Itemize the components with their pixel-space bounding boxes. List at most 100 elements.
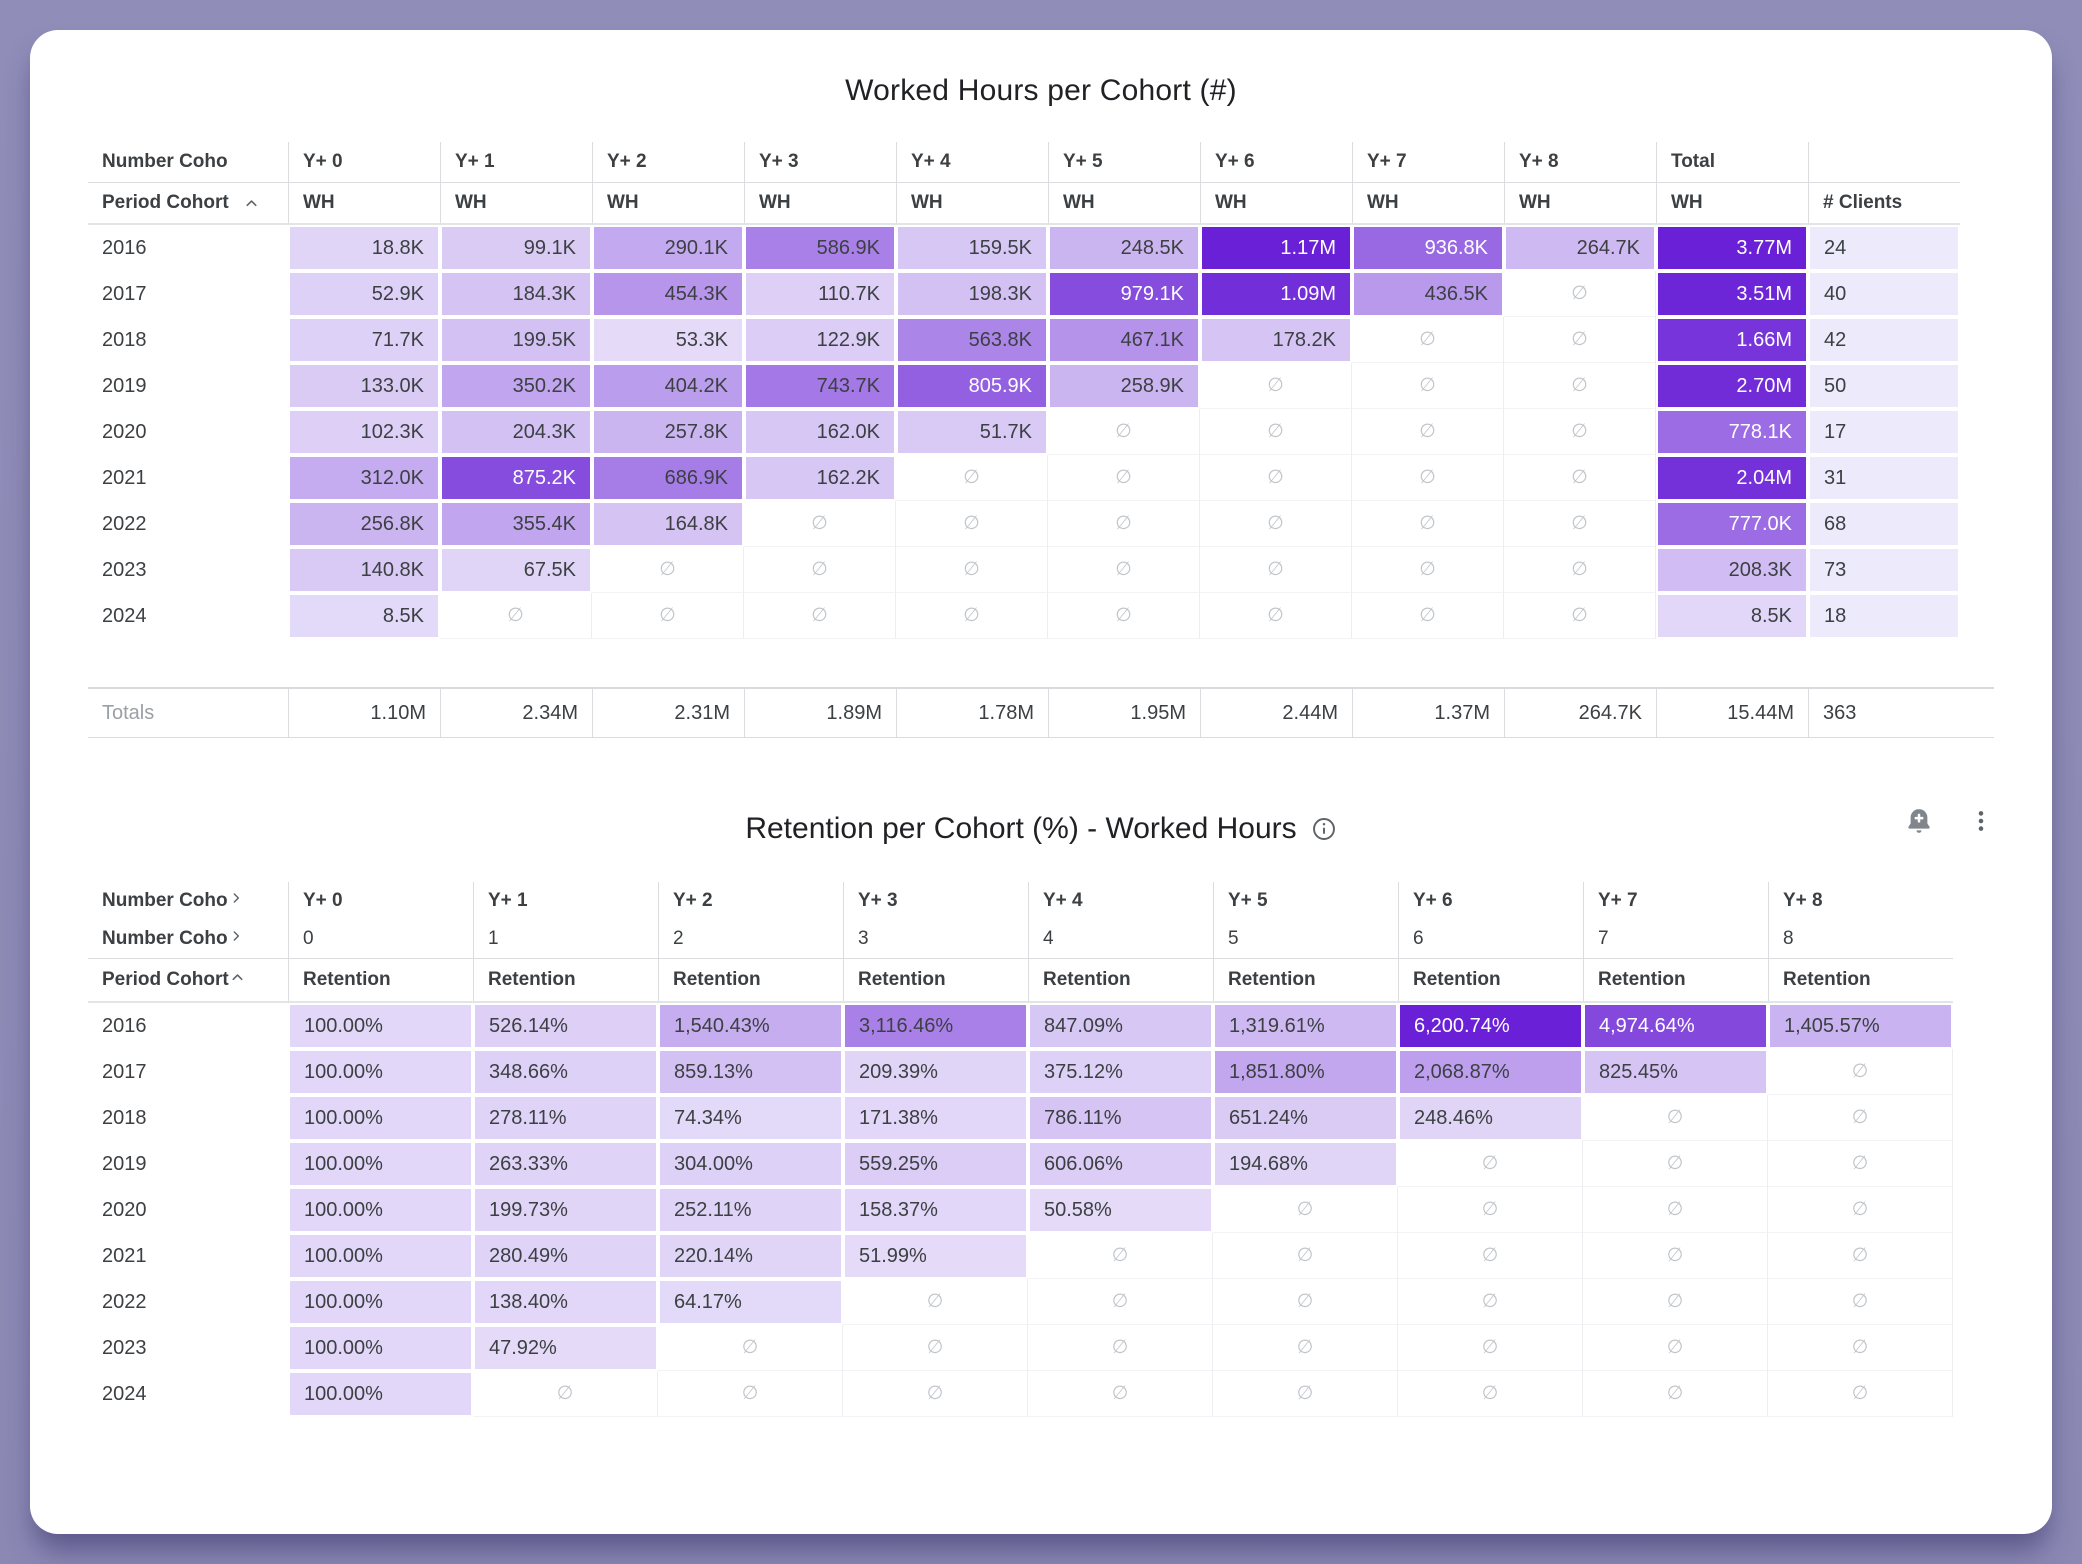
heat-cell: 454.3K [592, 271, 744, 317]
column-number-header[interactable]: 6 [1398, 920, 1583, 958]
dashboard-card: Worked Hours per Cohort (#) Number Coho Y… [30, 30, 2052, 1534]
column-group-header[interactable]: Y+ 1 [473, 882, 658, 920]
column-group-header[interactable]: Y+ 0 [288, 882, 473, 920]
retention-heat-cell: 100.00% [288, 1141, 473, 1187]
column-group-header[interactable]: Y+ 6 [1398, 882, 1583, 920]
column-group-header[interactable]: Y+ 6 [1200, 142, 1352, 182]
column-group-header[interactable]: Y+ 8 [1504, 142, 1656, 182]
column-subheader[interactable]: Retention [1028, 959, 1213, 1001]
column-group-header[interactable]: Y+ 4 [896, 142, 1048, 182]
empty-cell: ∅ [1352, 363, 1504, 409]
column-group-header[interactable]: Y+ 8 [1768, 882, 1953, 920]
retention-heat-cell: 651.24% [1213, 1095, 1398, 1141]
heat-cell: 936.8K [1352, 225, 1504, 271]
retention-heat-cell: 280.49% [473, 1233, 658, 1279]
column-subheader[interactable]: WH [896, 183, 1048, 223]
column-subheader[interactable]: Retention [1398, 959, 1583, 1001]
column-header-number-cohort-2[interactable]: Number Coho [88, 920, 288, 958]
retention-heat-cell: 100.00% [288, 1233, 473, 1279]
column-group-header[interactable]: Total [1656, 142, 1808, 182]
heat-cell: 404.2K [592, 363, 744, 409]
empty-cell: ∅ [1213, 1279, 1398, 1325]
retention-table-title: Retention per Cohort (%) - Worked Hours [745, 812, 1297, 845]
column-subheader[interactable]: Retention [658, 959, 843, 1001]
heat-cell: 8.5K [288, 593, 440, 639]
retention-heat-cell: 199.73% [473, 1187, 658, 1233]
info-icon[interactable] [1311, 816, 1337, 842]
column-subheader[interactable]: Retention [1213, 959, 1398, 1001]
column-subheader[interactable]: Retention [1583, 959, 1768, 1001]
column-group-header[interactable]: Y+ 4 [1028, 882, 1213, 920]
retention-heat-cell: 1,405.57% [1768, 1003, 1953, 1049]
column-number-header[interactable]: 5 [1213, 920, 1398, 958]
add-alert-icon[interactable] [1904, 806, 1934, 836]
column-group-header[interactable]: Y+ 7 [1583, 882, 1768, 920]
column-subheader[interactable]: WH [1504, 183, 1656, 223]
empty-cell: ∅ [1028, 1233, 1213, 1279]
row-label: 2019 [102, 1152, 147, 1175]
column-subheader[interactable]: WH [744, 183, 896, 223]
column-number-header[interactable]: 0 [288, 920, 473, 958]
column-number-header[interactable]: 3 [843, 920, 1028, 958]
kebab-menu-icon[interactable] [1968, 808, 1994, 834]
column-subheader[interactable]: WH [1656, 183, 1808, 223]
heat-cell: 467.1K [1048, 317, 1200, 363]
column-group-header-blank[interactable] [1808, 142, 1960, 182]
column-subheader[interactable]: WH [1200, 183, 1352, 223]
retention-heat-cell: 1,540.43% [658, 1003, 843, 1049]
column-number-header[interactable]: 4 [1028, 920, 1213, 958]
retention-heat-cell: 278.11% [473, 1095, 658, 1141]
column-subheader[interactable]: WH [288, 183, 440, 223]
heat-cell: 198.3K [896, 271, 1048, 317]
column-number-header[interactable]: 7 [1583, 920, 1768, 958]
column-number-header[interactable]: 1 [473, 920, 658, 958]
retention-heat-cell: 375.12% [1028, 1049, 1213, 1095]
empty-cell: ∅ [896, 593, 1048, 639]
column-group-header[interactable]: Y+ 5 [1048, 142, 1200, 182]
row-label: 2020 [102, 1198, 147, 1221]
empty-cell: ∅ [440, 593, 592, 639]
column-group-header[interactable]: Y+ 3 [843, 882, 1028, 920]
retention-title-row: Retention per Cohort (%) - Worked Hours [88, 809, 1994, 856]
column-subheader[interactable]: WH [592, 183, 744, 223]
column-group-header[interactable]: Y+ 0 [288, 142, 440, 182]
column-subheader[interactable]: # Clients [1808, 183, 1960, 223]
column-subheader[interactable]: Retention [1768, 959, 1953, 1001]
column-group-header[interactable]: Y+ 7 [1352, 142, 1504, 182]
totals-value: 2.44M [1200, 689, 1352, 737]
totals-value: 2.34M [440, 689, 592, 737]
totals-value: 2.31M [592, 689, 744, 737]
column-header-period-cohort[interactable]: Period Cohort [88, 959, 288, 1001]
retention-heat-cell: 252.11% [658, 1187, 843, 1233]
column-subheader[interactable]: Retention [843, 959, 1028, 1001]
column-number-header[interactable]: 2 [658, 920, 843, 958]
heat-cell: 350.2K [440, 363, 592, 409]
retention-heat-cell: 6,200.74% [1398, 1003, 1583, 1049]
heat-cell: 133.0K [288, 363, 440, 409]
column-number-header[interactable]: 8 [1768, 920, 1953, 958]
column-subheader[interactable]: Retention [288, 959, 473, 1001]
empty-cell: ∅ [592, 593, 744, 639]
row-label: 2022 [102, 512, 147, 535]
column-group-header[interactable]: Y+ 3 [744, 142, 896, 182]
column-subheader[interactable]: WH [1352, 183, 1504, 223]
column-group-header[interactable]: Y+ 5 [1213, 882, 1398, 920]
row-label: 2019 [102, 374, 147, 397]
column-header-number-cohort-1[interactable]: Number Coho [88, 882, 288, 920]
heat-cell: 71.7K [288, 317, 440, 363]
column-subheader[interactable]: WH [440, 183, 592, 223]
heat-cell: 257.8K [592, 409, 744, 455]
column-header-period-cohort[interactable]: Period Cohort [88, 183, 288, 223]
column-subheader[interactable]: WH [1048, 183, 1200, 223]
row-label: 2017 [102, 282, 147, 305]
heat-cell: 586.9K [744, 225, 896, 271]
row-label: 2024 [102, 604, 147, 627]
column-group-header[interactable]: Y+ 2 [658, 882, 843, 920]
column-group-header[interactable]: Y+ 2 [592, 142, 744, 182]
column-subheader[interactable]: Retention [473, 959, 658, 1001]
heat-cell: 248.5K [1048, 225, 1200, 271]
column-group-header[interactable]: Y+ 1 [440, 142, 592, 182]
empty-cell: ∅ [1200, 547, 1352, 593]
heat-cell: 184.3K [440, 271, 592, 317]
retention-heat-cell: 47.92% [473, 1325, 658, 1371]
